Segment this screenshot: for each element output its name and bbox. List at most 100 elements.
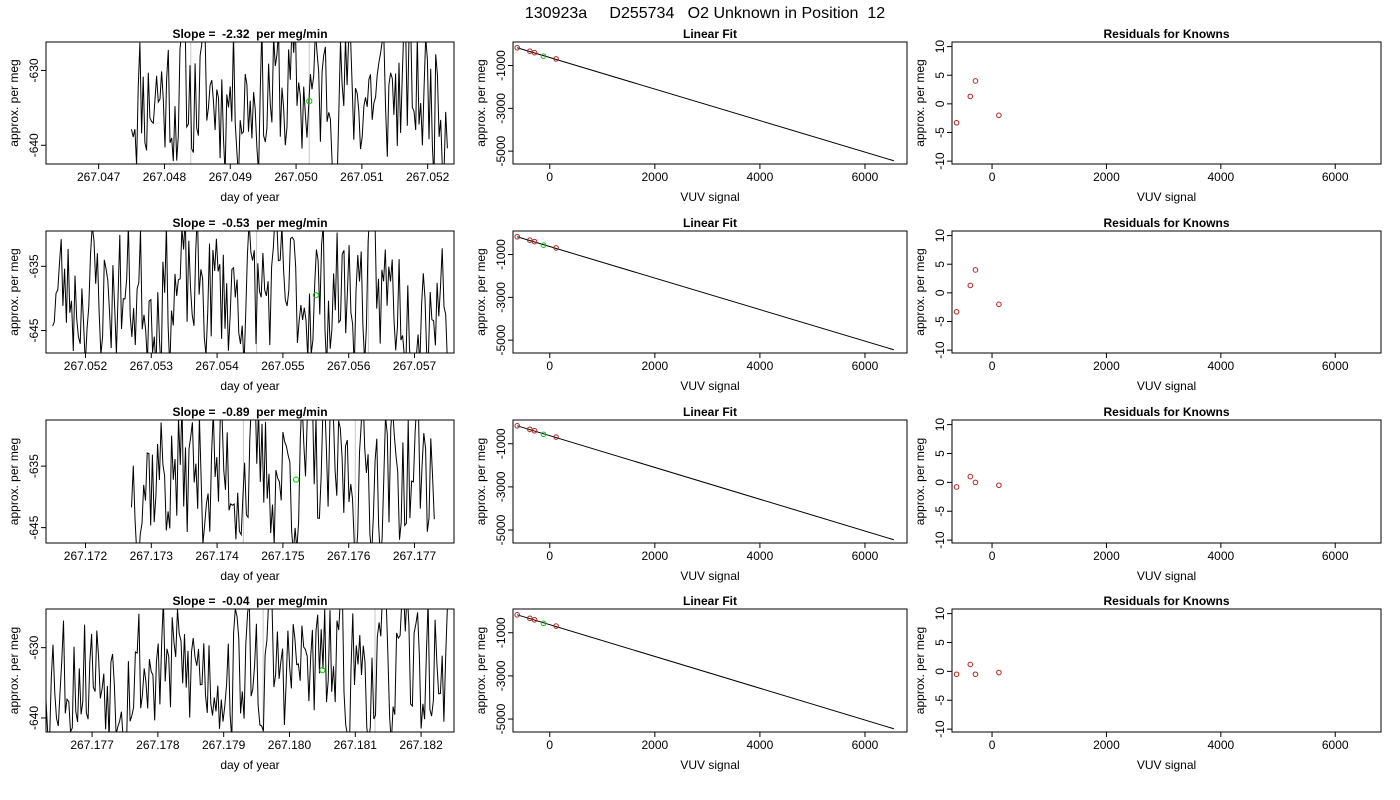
known-point: [527, 48, 533, 55]
x-tick-label: 267.056: [327, 359, 371, 373]
y-tick-label: -5000: [494, 135, 508, 166]
x-axis-label: VUV signal: [1137, 379, 1196, 393]
residual-point: [972, 671, 979, 678]
x-tick-label: 4000: [747, 738, 774, 752]
y-axis-label: approx. per meg: [913, 248, 927, 335]
residual-point: [996, 112, 1002, 119]
y-axis-label: approx. per meg: [7, 438, 21, 525]
plot-frame: [45, 41, 455, 165]
known-point: [527, 237, 533, 244]
data-series-line: [131, 420, 435, 543]
plot-area: [514, 233, 895, 351]
x-tick-label: 4000: [1207, 549, 1234, 563]
x-tick-label: 267.177: [393, 549, 437, 563]
y-tick-label: 5: [933, 261, 947, 268]
known-point: [553, 434, 559, 440]
y-tick-label: -5000: [494, 324, 508, 355]
panel-title: Linear Fit: [683, 27, 737, 41]
x-tick-label: 267.176: [327, 549, 371, 563]
x-axis-label: day of year: [220, 758, 279, 772]
residual-point: [967, 282, 974, 289]
x-tick-label: 4000: [747, 170, 774, 184]
y-tick-label: 5: [933, 450, 947, 457]
plot-frame: [45, 230, 455, 354]
y-tick-label: 0: [933, 479, 947, 486]
panel-title: Residuals for Knowns: [1103, 594, 1229, 608]
y-tick-label: 10: [933, 40, 947, 54]
residual-point: [996, 482, 1002, 489]
plot-frame: [512, 230, 908, 354]
y-axis-label: approx. per meg: [7, 59, 21, 146]
plot-area: [953, 473, 1002, 490]
x-axis-label: VUV signal: [680, 190, 739, 204]
x-tick-label: 2000: [641, 359, 668, 373]
unknown-marker: [292, 476, 300, 483]
panel-2-2: 0 2000 4000 6000 -1000 -3000 -5000 Linear Fit VU…: [474, 216, 908, 393]
x-axis-label: VUV signal: [680, 758, 739, 772]
unknown-marker: [319, 667, 326, 674]
x-tick-label: 2000: [1093, 170, 1120, 184]
x-tick-label: 2000: [641, 170, 668, 184]
panel-2-1: 267.052 267.053 267.054 267.055 267.056 267.0…: [7, 216, 455, 393]
plot-frame: [512, 608, 908, 733]
residual-point: [972, 78, 979, 84]
fit-line: [517, 425, 895, 541]
x-tick-label: 4000: [747, 359, 774, 373]
panel-title: Linear Fit: [683, 594, 737, 608]
y-axis-label: approx. per meg: [474, 438, 488, 525]
known-point: [514, 423, 521, 429]
y-tick-label: 10: [933, 229, 947, 243]
x-tick-label: 0: [989, 359, 996, 373]
x-tick-label: 0: [989, 549, 996, 563]
panel-1-3: 0 2000 4000 6000 -10 -5 0 5 10 Residuals for Know…: [913, 27, 1382, 204]
x-tick-label: 267.052: [64, 359, 108, 373]
y-tick-label: -5: [933, 506, 947, 517]
data-series-line: [131, 42, 448, 164]
y-axis-label: approx. per meg: [7, 248, 21, 335]
y-tick-label: -3000: [494, 93, 508, 124]
unknown-marker: [306, 98, 313, 105]
panel-title: Slope = -0.53 per meg/min: [172, 216, 327, 230]
known-point: [514, 612, 521, 618]
plot-frame: [45, 608, 455, 733]
y-tick-label: -10: [933, 531, 947, 549]
panel-title: Slope = -0.89 per meg/min: [172, 405, 327, 419]
x-tick-label: 267.048: [143, 170, 187, 184]
x-tick-label: 4000: [1207, 170, 1234, 184]
y-tick-label: 10: [933, 418, 947, 432]
y-tick-label: -630: [27, 58, 41, 82]
plot-area: [953, 78, 1002, 126]
y-tick-label: 5: [933, 639, 947, 646]
x-tick-label: 6000: [1322, 359, 1349, 373]
panel-3-3: 0 2000 4000 6000 -10 -5 0 5 10 Residuals for Know…: [913, 405, 1382, 583]
residual-point: [972, 479, 979, 486]
x-tick-label: 2000: [1093, 359, 1120, 373]
x-tick-label: 267.055: [261, 359, 305, 373]
panel-4-2: 0 2000 4000 6000 -1000 -3000 -5000 Linear Fit VU…: [474, 594, 908, 772]
panel-title: Residuals for Knowns: [1103, 405, 1229, 419]
x-tick-label: 267.178: [136, 738, 180, 752]
residual-point: [953, 119, 960, 126]
x-tick-label: 267.057: [393, 359, 437, 373]
x-tick-label: 6000: [852, 738, 879, 752]
plot-frame: [951, 230, 1382, 354]
x-tick-label: 2000: [641, 738, 668, 752]
known-point: [531, 427, 538, 434]
unknown-point: [540, 53, 547, 59]
panels: 267.047 267.048 267.049 267.050 267.051 267.0…: [7, 27, 1382, 772]
known-point: [527, 426, 533, 433]
y-tick-label: -10: [933, 152, 947, 170]
x-axis-label: VUV signal: [680, 379, 739, 393]
x-tick-label: 6000: [1322, 738, 1349, 752]
fit-line: [517, 236, 895, 351]
x-tick-label: 0: [546, 170, 553, 184]
y-tick-label: -5: [933, 127, 947, 138]
y-tick-label: 0: [933, 668, 947, 675]
y-tick-label: 0: [933, 289, 947, 296]
plot-area: [514, 612, 895, 730]
plot-area: [131, 42, 448, 164]
residual-point: [996, 301, 1002, 308]
x-axis-label: day of year: [220, 190, 279, 204]
known-point: [514, 44, 521, 51]
